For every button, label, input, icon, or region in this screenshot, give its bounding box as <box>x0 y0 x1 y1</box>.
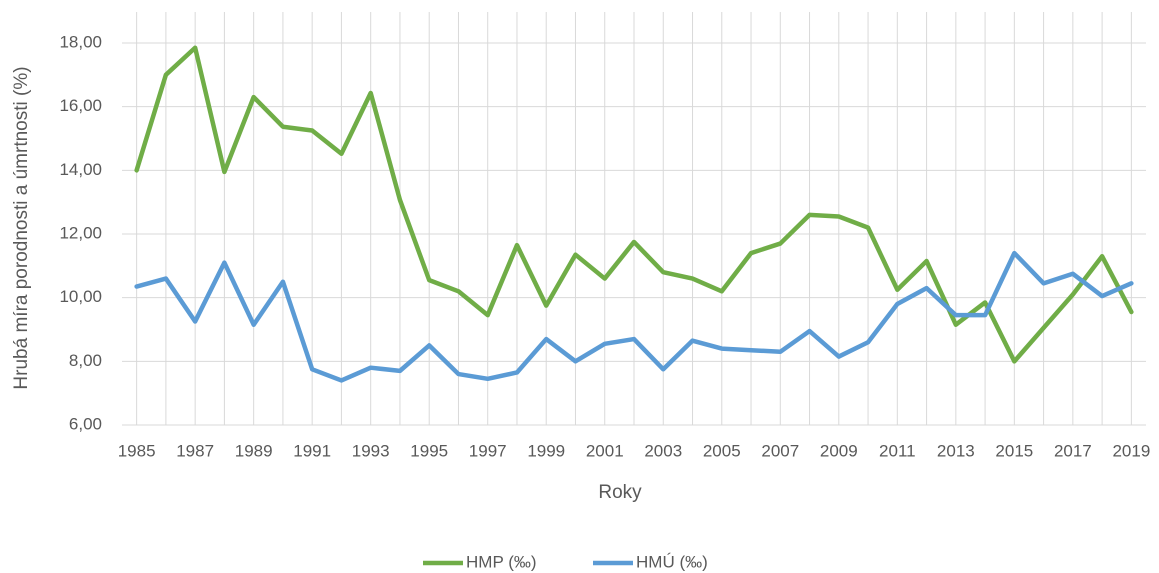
y-tick-label: 16,00 <box>59 96 102 115</box>
x-tick-label: 2001 <box>586 441 624 460</box>
x-tick-label: 1985 <box>118 441 156 460</box>
x-tick-label: 2015 <box>995 441 1033 460</box>
x-tick-label: 1995 <box>410 441 448 460</box>
y-tick-label: 12,00 <box>59 223 102 242</box>
y-tick-label: 18,00 <box>59 32 102 51</box>
y-tick-label: 8,00 <box>69 351 102 370</box>
y-tick-label: 10,00 <box>59 287 102 306</box>
x-tick-label: 1991 <box>293 441 331 460</box>
legend-label: HMÚ (‰) <box>636 552 708 571</box>
x-tick-label: 2007 <box>761 441 799 460</box>
x-tick-label: 1997 <box>469 441 507 460</box>
x-tick-label: 1993 <box>352 441 390 460</box>
x-tick-label: 2017 <box>1054 441 1092 460</box>
y-tick-label: 6,00 <box>69 414 102 433</box>
legend-label: HMP (‰) <box>466 552 537 571</box>
line-series <box>134 250 1134 383</box>
x-tick-label: 2005 <box>703 441 741 460</box>
x-tick-label: 2019 <box>1112 441 1150 460</box>
x-axis-label: Roky <box>598 482 642 503</box>
y-tick-label: 14,00 <box>59 160 102 179</box>
x-tick-label: 1989 <box>235 441 273 460</box>
x-tick-label: 2011 <box>879 441 916 460</box>
y-axis-label: Hrubá míra porodnosti a úmrtnosti (%) <box>11 66 32 389</box>
x-tick-label: 2009 <box>820 441 858 460</box>
x-tick-label: 1999 <box>527 441 565 460</box>
x-tick-label: 2013 <box>937 441 975 460</box>
x-tick-label: 1987 <box>176 441 214 460</box>
x-tick-label: 2003 <box>644 441 682 460</box>
